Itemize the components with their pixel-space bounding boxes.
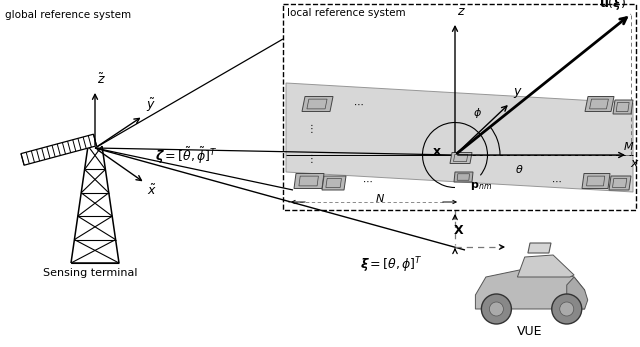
Polygon shape [307,99,327,109]
Polygon shape [613,100,633,114]
Text: $z$: $z$ [457,5,466,18]
Text: $\vdots$: $\vdots$ [307,121,314,135]
Text: $x$: $x$ [630,157,640,170]
Text: $\cdots$: $\cdots$ [353,99,364,109]
Text: $N$: $N$ [375,192,385,204]
Polygon shape [322,176,346,190]
Polygon shape [476,270,584,309]
Text: $\theta$: $\theta$ [515,163,524,175]
Polygon shape [585,96,614,111]
Polygon shape [450,152,472,163]
Polygon shape [299,176,319,186]
Polygon shape [586,176,605,186]
Text: $\boldsymbol{\zeta} = [\tilde{\theta}, \tilde{\phi}]^T$: $\boldsymbol{\zeta} = [\tilde{\theta}, \… [155,146,218,166]
Text: $\tilde{z}$: $\tilde{z}$ [97,73,106,87]
Polygon shape [612,178,627,187]
Polygon shape [609,176,631,190]
Polygon shape [528,243,551,253]
Text: $\tilde{x}$: $\tilde{x}$ [147,184,157,198]
Circle shape [552,294,582,324]
Polygon shape [589,99,609,109]
Polygon shape [567,277,588,309]
Circle shape [560,302,573,316]
Polygon shape [616,102,629,111]
Polygon shape [517,255,574,277]
Text: $\mathbf{x}$: $\mathbf{x}$ [432,144,442,158]
Bar [283,4,636,210]
Text: VUE: VUE [517,325,543,338]
Text: $\cdots$: $\cdots$ [362,176,372,186]
Polygon shape [21,134,97,165]
Polygon shape [302,96,333,111]
Polygon shape [294,174,324,188]
Text: Sensing terminal: Sensing terminal [43,268,138,278]
Text: $\cdots$: $\cdots$ [552,176,562,186]
Text: $M$: $M$ [623,140,634,152]
Text: $\mathbf{u}(\boldsymbol{\xi})$: $\mathbf{u}(\boldsymbol{\xi})$ [599,0,626,12]
Circle shape [481,294,511,324]
Circle shape [490,302,504,316]
Polygon shape [326,178,342,187]
Text: $\boldsymbol{\xi} = [\theta, \phi]^T$: $\boldsymbol{\xi} = [\theta, \phi]^T$ [360,255,423,275]
Text: global reference system: global reference system [5,10,131,20]
Polygon shape [582,174,610,188]
Polygon shape [457,174,470,180]
Polygon shape [286,83,633,192]
Text: $\tilde{y}$: $\tilde{y}$ [146,96,156,114]
Text: $\mathbf{X}$: $\mathbf{X}$ [453,224,465,237]
Polygon shape [454,172,473,182]
Text: $\phi$: $\phi$ [473,106,482,120]
Text: $y$: $y$ [513,86,523,100]
Polygon shape [454,154,468,162]
Text: local reference system: local reference system [287,8,406,18]
Text: $\vdots$: $\vdots$ [307,152,314,164]
Text: $\mathbf{p}_{nm}$: $\mathbf{p}_{nm}$ [470,180,492,192]
